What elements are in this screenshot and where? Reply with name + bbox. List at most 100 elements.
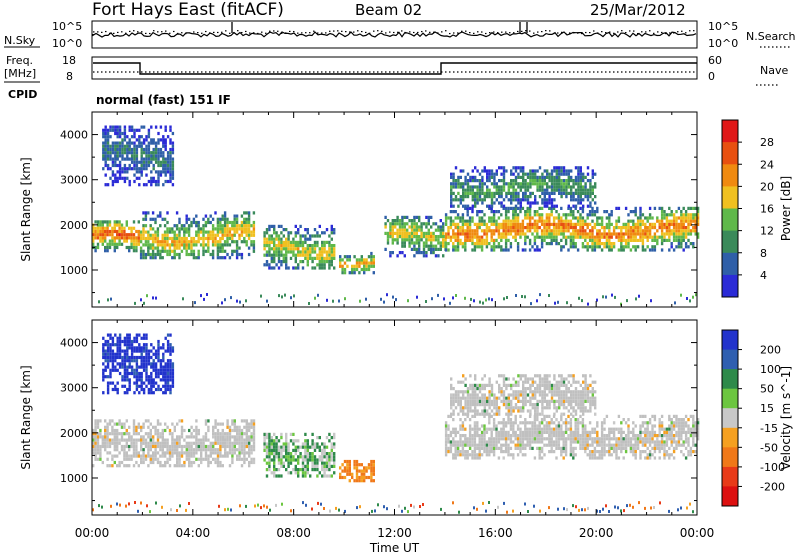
echo-cell: [672, 238, 676, 242]
nsearch-dot: [449, 32, 451, 35]
echo-cell: [250, 438, 253, 442]
echo-cell: [500, 166, 503, 170]
echo-cell: [574, 179, 578, 183]
freq-trace: [93, 62, 697, 75]
echo-cell: [615, 443, 618, 447]
echo-cell: [106, 163, 110, 168]
echo-cell: [634, 238, 637, 242]
echo-cell: [533, 414, 537, 418]
echo-cell: [166, 233, 169, 237]
echo-cell: [555, 235, 558, 239]
echo-cell: [367, 261, 371, 265]
echo-cell: [473, 434, 477, 438]
noise-cell: [284, 293, 286, 297]
echo-cell: [339, 472, 342, 476]
freq-tick-bottom: 8: [66, 70, 73, 83]
echo-cell: [226, 441, 229, 445]
echo-cell: [624, 434, 628, 438]
echo-cell: [603, 443, 606, 447]
echo-cell: [126, 157, 129, 161]
echo-cell: [550, 191, 554, 195]
echo-cell: [231, 448, 234, 452]
echo-cell: [548, 427, 551, 431]
echo-cell: [113, 454, 116, 458]
echo-cell: [452, 437, 455, 441]
echo-cell: [586, 446, 589, 450]
echo-cell: [126, 170, 129, 174]
echo-cell: [384, 225, 387, 229]
echo-cell: [600, 440, 604, 444]
echo-cell: [512, 235, 515, 239]
echo-cell: [96, 435, 100, 439]
echo-cell: [140, 435, 143, 439]
echo-cell: [529, 175, 532, 179]
echo-cell: [209, 451, 212, 455]
echo-cell: [627, 430, 630, 434]
echo-cell: [500, 188, 503, 192]
echo-cell: [562, 188, 566, 192]
echo-cell: [202, 243, 205, 247]
echo-cell: [464, 179, 467, 183]
echo-cell: [415, 251, 418, 255]
echo-cell: [101, 226, 104, 230]
echo-cell: [581, 219, 585, 223]
echo-cell: [512, 434, 515, 438]
echo-cell: [617, 232, 621, 236]
echo-cell: [629, 450, 633, 454]
echo-cell: [94, 435, 97, 439]
echo-cell: [459, 440, 462, 444]
echo-cell: [660, 242, 664, 246]
echo-cell: [297, 250, 300, 254]
echo-cell: [343, 255, 347, 259]
echo-cell: [163, 217, 167, 221]
echo-cell: [564, 437, 568, 441]
echo-cell: [528, 226, 532, 230]
echo-cell: [214, 460, 217, 465]
echo-cell: [689, 206, 693, 210]
echo-cell: [145, 167, 148, 171]
echo-cell: [154, 160, 158, 164]
echo-cell: [648, 421, 652, 425]
echo-cell: [268, 244, 271, 248]
echo-cell: [582, 198, 585, 202]
echo-cell: [348, 479, 351, 483]
echo-cell: [243, 224, 246, 228]
echo-cell: [185, 441, 188, 445]
noise-cell: [566, 301, 568, 305]
echo-cell: [263, 244, 266, 248]
noise-cell: [314, 296, 316, 300]
echo-cell: [444, 245, 448, 249]
echo-cell: [555, 166, 558, 170]
echo-cell: [289, 244, 293, 248]
echo-cell: [391, 241, 394, 245]
echo-cell: [147, 425, 150, 429]
echo-cell: [461, 229, 465, 233]
echo-cell: [526, 434, 529, 438]
echo-cell: [538, 213, 541, 217]
echo-cell: [304, 234, 307, 238]
echo-cell: [185, 246, 188, 250]
echo-cell: [125, 441, 128, 445]
echo-cell: [574, 242, 577, 246]
echo-cell: [486, 185, 489, 189]
echo-cell: [178, 227, 181, 231]
echo-cell: [591, 245, 594, 249]
echo-cell: [593, 437, 597, 441]
echo-cell: [516, 440, 520, 444]
nsearch-dot: [661, 31, 663, 34]
echo-cell: [632, 238, 635, 242]
echo-cell: [219, 236, 222, 241]
echo-cell: [420, 238, 423, 242]
echo-cell: [396, 235, 399, 239]
echo-cell: [183, 428, 186, 433]
nsearch-dot: [197, 32, 199, 34]
echo-cell: [321, 468, 324, 472]
echo-cell: [514, 222, 517, 226]
echo-cell: [512, 206, 515, 210]
echo-cell: [636, 245, 640, 249]
echo-cell: [311, 234, 314, 238]
echo-cell: [536, 434, 539, 438]
echo-cell: [318, 260, 321, 264]
echo-cell: [132, 239, 136, 243]
echo-cell: [96, 226, 100, 230]
